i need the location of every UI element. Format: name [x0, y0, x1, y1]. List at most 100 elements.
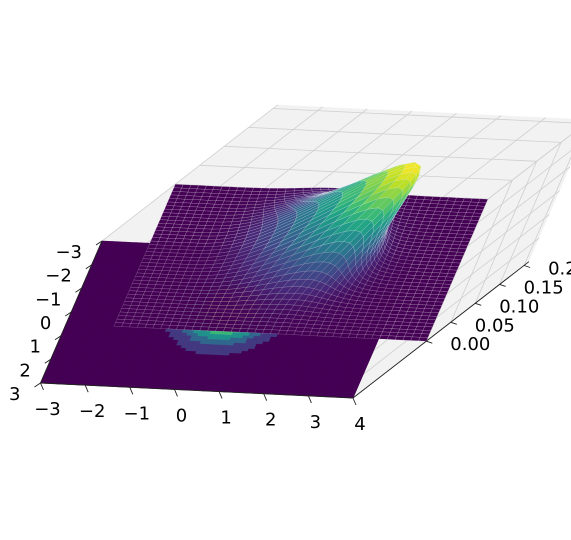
surface-face — [471, 212, 483, 218]
y-tick-label: 3 — [9, 384, 20, 405]
y-tick-label: −1 — [35, 289, 62, 310]
x-tick-label: 1 — [220, 408, 231, 429]
surface-face — [447, 269, 458, 275]
z-tick-label: 0.15 — [524, 277, 564, 298]
surface-face — [422, 326, 433, 331]
x-tick-mark — [263, 393, 268, 401]
x-tick-mark — [352, 397, 357, 406]
surface-face — [435, 297, 446, 303]
surface-face — [464, 230, 475, 235]
surface-face — [236, 204, 248, 209]
surface-face — [421, 329, 432, 335]
surface-face — [223, 218, 234, 223]
z-tick-mark — [523, 265, 531, 268]
grid-line-z-back — [224, 145, 537, 162]
grid-line-z-back — [273, 108, 571, 124]
surface-face — [214, 218, 225, 223]
surface-face — [276, 187, 287, 192]
surface-face — [461, 237, 472, 243]
surface-face — [225, 211, 237, 216]
surface-face — [233, 193, 244, 199]
surface-face — [227, 207, 238, 212]
z-tick-label: 0.00 — [450, 334, 490, 355]
surface-face — [451, 258, 462, 264]
x-tick-mark — [307, 395, 312, 404]
surface-face — [224, 214, 235, 219]
surface-face — [445, 273, 456, 278]
surface-face — [257, 194, 268, 199]
surface-face — [268, 187, 279, 192]
surface-face — [456, 248, 467, 253]
surface-face — [319, 187, 330, 190]
surface-face — [250, 191, 261, 196]
grid-line-z-back — [199, 164, 513, 181]
surface-face — [444, 276, 455, 282]
surface-face — [251, 187, 262, 192]
surface-face — [449, 266, 459, 271]
surface-face — [207, 235, 218, 240]
x-tick-label: 0 — [176, 405, 187, 426]
surface-face — [258, 191, 269, 196]
surface-face — [441, 283, 452, 289]
surface-face — [478, 198, 489, 204]
surface-face — [239, 197, 250, 202]
surface-face — [246, 201, 257, 206]
surface-face — [476, 202, 487, 207]
grid-line-z-right — [450, 180, 513, 323]
grid-line-x-wall — [101, 104, 279, 242]
surface-face — [462, 234, 473, 239]
surface-face — [228, 204, 239, 209]
y-tick-label: 0 — [40, 313, 51, 334]
surface-face — [203, 225, 214, 230]
z-tick-mark — [499, 283, 506, 287]
surface-face — [459, 241, 470, 246]
surface-face — [436, 294, 447, 299]
z-tick-label: 0.05 — [475, 315, 515, 336]
surface-face — [470, 216, 481, 221]
z-tick-mark — [475, 302, 482, 306]
surface-face — [432, 305, 442, 310]
x-tick-mark — [40, 382, 44, 391]
surface-face — [427, 315, 438, 321]
surface-face — [455, 251, 466, 257]
surface-face — [450, 262, 461, 267]
surface-face — [210, 228, 221, 233]
surface-face — [433, 301, 444, 306]
y-tick-label: −3 — [55, 242, 82, 263]
surface-face — [238, 201, 249, 206]
surface-face — [211, 225, 223, 230]
x-tick-label: −1 — [124, 403, 151, 424]
y-tick-label: 2 — [19, 360, 30, 381]
surface-face — [267, 191, 278, 195]
y-tick-mark — [34, 382, 41, 388]
surface-face — [260, 187, 271, 192]
surface-face — [439, 287, 450, 292]
x-tick-label: −2 — [79, 401, 106, 422]
surface-face — [467, 223, 478, 228]
grid-line-z-right — [474, 161, 538, 304]
surface-face — [235, 207, 246, 212]
x-tick-label: −3 — [34, 399, 61, 420]
surface-face — [429, 312, 439, 317]
surface-face — [475, 205, 486, 211]
surface-face — [425, 319, 436, 324]
z-tick-label: 0.10 — [499, 296, 539, 317]
surface-face — [458, 244, 469, 250]
x-tick-mark — [174, 389, 178, 397]
surface-face — [442, 280, 453, 285]
surface-face — [220, 204, 231, 209]
surface-face — [469, 219, 479, 225]
surface-face — [217, 211, 228, 216]
x-tick-label: 3 — [310, 412, 321, 433]
y-tick-label: 1 — [30, 337, 41, 358]
x-tick-mark — [84, 385, 89, 393]
surface-face — [430, 308, 441, 314]
surface-face — [438, 290, 449, 296]
x-tick-label: 2 — [265, 410, 276, 431]
z-tick-mark — [450, 321, 457, 325]
grid-line-z-back — [248, 127, 562, 143]
x-tick-mark — [218, 391, 223, 399]
surface-face — [242, 190, 253, 195]
surface-face — [247, 197, 259, 202]
